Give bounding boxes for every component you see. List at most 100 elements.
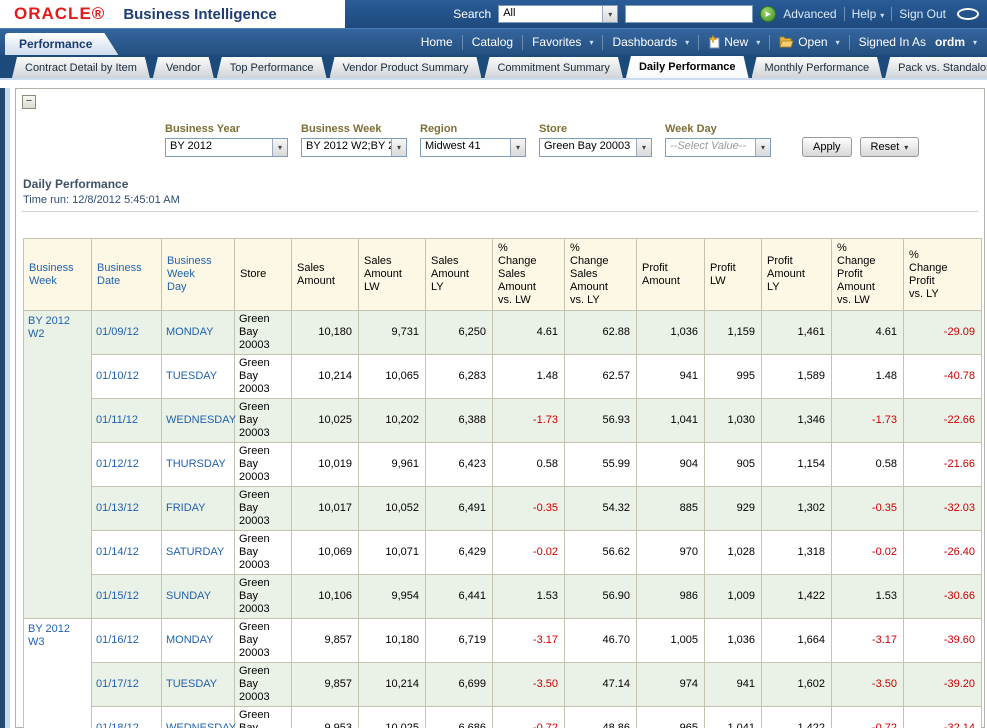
filter-select-business-week[interactable]: BY 2012 W2;BY 2 ▾ [301, 138, 407, 157]
column-header-business-date[interactable]: Business Date [91, 238, 162, 311]
value-cell: 9,731 [358, 310, 426, 355]
table-body: BY 2012 W2 01/09/12 MONDAY Green Bay 20003 1… [23, 310, 982, 728]
subtab-vendor-product-summary[interactable]: Vendor Product Summary [330, 57, 482, 78]
nav-home[interactable]: Home [420, 35, 453, 49]
business-date-cell[interactable]: 01/13/12 [91, 486, 162, 531]
signed-in-menu[interactable]: Signed In As ordm ▾ [859, 35, 977, 49]
store-cell: Green Bay 20003 [234, 618, 292, 663]
business-date-cell[interactable]: 01/12/12 [91, 442, 162, 487]
business-date-cell[interactable]: 01/11/12 [91, 398, 162, 443]
business-week-cell[interactable]: BY 2012 W3 [23, 618, 92, 728]
filter-select-region[interactable]: Midwest 41 ▾ [420, 138, 526, 157]
subtab-daily-performance[interactable]: Daily Performance [626, 56, 749, 78]
value-cell: 48.86 [564, 706, 637, 728]
value-cell: 10,065 [358, 354, 426, 399]
week-day-cell[interactable]: SATURDAY [161, 530, 235, 575]
search-scope-select[interactable]: All ▾ [498, 5, 619, 23]
subtab-commitment-summary[interactable]: Commitment Summary [484, 57, 622, 78]
nav-catalog[interactable]: Catalog [471, 35, 514, 49]
nav-new[interactable]: New ▾ [708, 35, 760, 49]
subtab-vendor[interactable]: Vendor [153, 57, 214, 78]
column-header-sales-amount-ly: Sales Amount LY [425, 238, 493, 311]
week-day-cell[interactable]: TUESDAY [161, 662, 235, 707]
oracle-ring-icon [957, 8, 979, 20]
search-go-button[interactable]: ▶ [760, 6, 777, 22]
report-title: Daily Performance [23, 177, 129, 191]
prompt-row: Business Year BY 2012 ▾ Business Week BY 201… [165, 123, 980, 157]
table-row: 01/11/12 WEDNESDAY Green Bay 20003 10,025 10… [24, 398, 982, 443]
sign-out-link[interactable]: Sign Out [899, 7, 946, 21]
subtab-pack-vs-standalo[interactable]: Pack vs. Standalo» [885, 57, 987, 78]
filter-label: Business Year [165, 123, 241, 135]
open-folder-icon [779, 36, 794, 48]
value-cell: 0.58 [492, 442, 565, 487]
week-day-cell[interactable]: TUESDAY [161, 354, 235, 399]
nav-favorites[interactable]: Favorites ▾ [532, 35, 593, 49]
business-date-cell[interactable]: 01/15/12 [91, 574, 162, 619]
week-day-cell[interactable]: MONDAY [161, 310, 235, 355]
apply-button[interactable]: Apply [802, 137, 852, 157]
store-cell: Green Bay 20003 [234, 662, 292, 707]
business-date-cell[interactable]: 01/14/12 [91, 530, 162, 575]
value-cell: -39.60 [903, 618, 982, 663]
value-cell: -32.14 [903, 706, 982, 728]
column-header-business-week-day[interactable]: Business Week Day [161, 238, 235, 311]
business-date-cell[interactable]: 01/17/12 [91, 662, 162, 707]
subtab-monthly-performance[interactable]: Monthly Performance [752, 57, 883, 78]
week-day-cell[interactable]: SUNDAY [161, 574, 235, 619]
value-cell: 9,857 [291, 662, 359, 707]
value-cell: 6,250 [425, 310, 493, 355]
chevron-down-icon[interactable]: ▾ [755, 139, 770, 156]
week-day-cell[interactable]: MONDAY [161, 618, 235, 663]
chevron-down-icon: ▾ [835, 37, 840, 47]
tab-performance[interactable]: Performance [5, 33, 118, 55]
table-row: 01/17/12 TUESDAY Green Bay 20003 9,857 10,21… [24, 662, 982, 707]
week-day-cell[interactable]: WEDNESDAY [161, 706, 236, 728]
filter-select-business-year[interactable]: BY 2012 ▾ [165, 138, 288, 157]
divider [698, 34, 700, 50]
chevron-down-icon[interactable]: ▾ [391, 139, 406, 156]
favorites-label: Favorites [532, 35, 582, 49]
business-date-cell[interactable]: 01/16/12 [91, 618, 162, 663]
value-cell: -0.72 [831, 706, 904, 728]
reset-button[interactable]: Reset ▾ [859, 137, 920, 157]
value-cell: -0.35 [831, 486, 904, 531]
chevron-down-icon[interactable]: ▾ [510, 139, 525, 156]
business-date-cell[interactable]: 01/18/12 [91, 706, 162, 728]
signed-in-label: Signed In As [858, 35, 926, 49]
value-cell: 6,283 [425, 354, 493, 399]
subtab-top-performance[interactable]: Top Performance [217, 57, 327, 78]
week-day-cell[interactable]: WEDNESDAY [161, 398, 236, 443]
subtab-contract-detail-by-item[interactable]: Contract Detail by Item [12, 57, 150, 78]
column-header-business-week[interactable]: Business Week [23, 238, 92, 311]
week-day-cell[interactable]: FRIDAY [161, 486, 235, 531]
value-cell: -21.66 [903, 442, 982, 487]
column-header-sales-amount: Sales Amount [291, 238, 359, 311]
store-cell: Green Bay 20003 [234, 310, 292, 355]
collapse-section-button[interactable]: − [22, 95, 36, 109]
help-menu[interactable]: Help ▾ [852, 7, 885, 21]
business-week-cell[interactable]: BY 2012 W2 [23, 310, 92, 619]
filter-select-store[interactable]: Green Bay 20003 ▾ [539, 138, 652, 157]
nav-open[interactable]: Open ▾ [779, 35, 840, 49]
column-header-sales-amount-lw: Sales Amount LW [358, 238, 426, 311]
dashboard-content: − Business Year BY 2012 ▾ Business Week BY 2… [0, 88, 987, 728]
filter-select-week-day[interactable]: --Select Value-- ▾ [665, 138, 771, 157]
business-date-cell[interactable]: 01/09/12 [91, 310, 162, 355]
chevron-down-icon: ▾ [904, 142, 909, 152]
week-day-cell[interactable]: THURSDAY [161, 442, 235, 487]
business-date-cell[interactable]: 01/10/12 [91, 354, 162, 399]
column-header-change-profit-amount-vs-lw: % Change Profit Amount vs. LW [831, 238, 904, 311]
time-run: Time run: 12/8/2012 5:45:01 AM [23, 194, 180, 206]
advanced-link[interactable]: Advanced [783, 7, 837, 21]
chevron-down-icon[interactable]: ▾ [636, 139, 651, 156]
chevron-down-icon[interactable]: ▾ [272, 139, 287, 156]
value-cell: -39.20 [903, 662, 982, 707]
search-input[interactable] [625, 5, 754, 23]
product-title: Business Intelligence [123, 5, 277, 23]
nav-dashboards[interactable]: Dashboards ▾ [612, 35, 689, 49]
table-header-row: Business Week Business Date Business Week … [23, 238, 982, 311]
value-cell: 1.48 [492, 354, 565, 399]
chevron-down-icon[interactable]: ▾ [602, 6, 618, 22]
